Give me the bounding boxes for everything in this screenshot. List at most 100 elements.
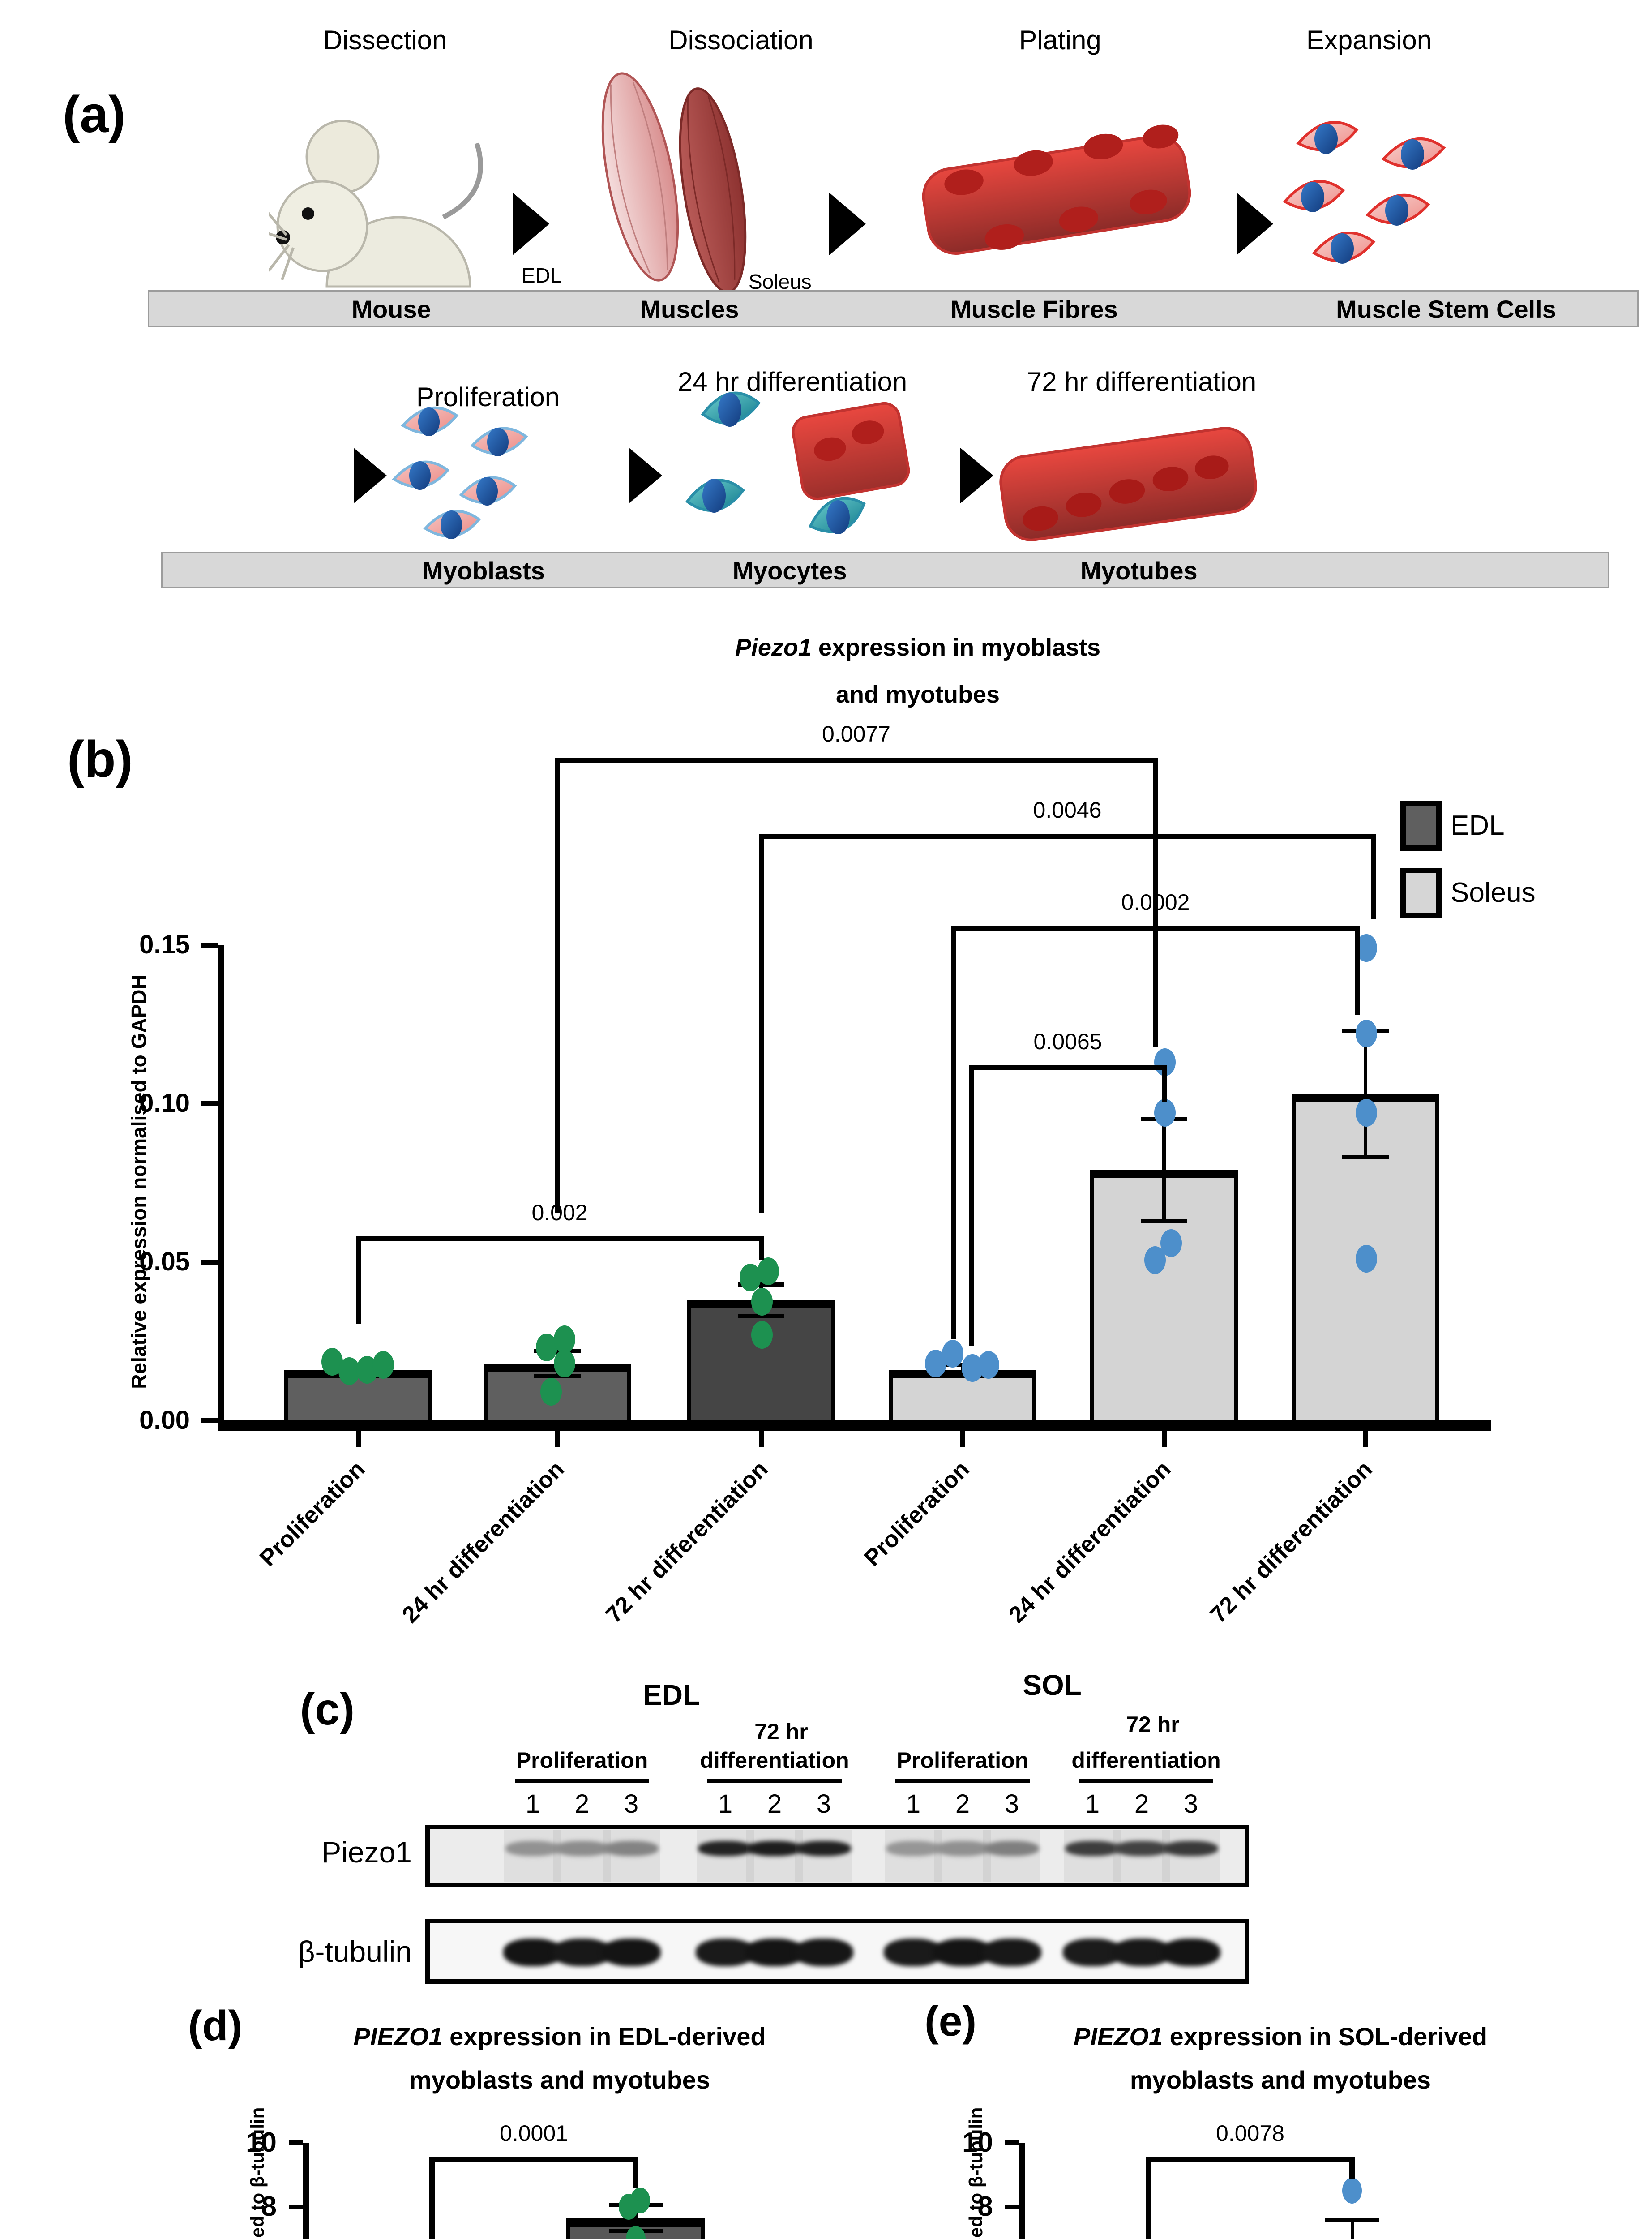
band-label-myocytes: Myocytes	[732, 557, 847, 585]
blot-band	[1065, 1841, 1120, 1856]
blot-condition-differentiation: differentiation	[1071, 1748, 1221, 1773]
chart-b-title-italic: Piezo1	[735, 634, 812, 661]
significance-bracket	[429, 2157, 638, 2163]
chart-e-title-italic: PIEZO1	[1073, 2022, 1163, 2050]
lane-number: 2	[955, 1789, 970, 1819]
blot-group-underline	[515, 1779, 649, 1783]
x-tick	[758, 1431, 764, 1447]
lane-smear	[1064, 1830, 1121, 1882]
p-value-label: 0.0065	[1033, 1029, 1102, 1055]
soleus-muscle-label: Soleus	[749, 270, 812, 293]
y-tick	[289, 2140, 303, 2145]
data-point	[554, 1325, 575, 1354]
y-tick-label: 0.05	[139, 1247, 190, 1277]
blot-band	[796, 1841, 851, 1856]
data-point	[751, 1287, 773, 1316]
arrow-right-icon	[513, 193, 549, 255]
lane-number: 3	[1183, 1789, 1198, 1819]
error-bar	[1350, 2219, 1354, 2239]
panel-d-label: (d)	[188, 2002, 243, 2050]
blot-group-header-sol: SOL	[1023, 1669, 1082, 1701]
x-category-label: Proliferation	[254, 1456, 370, 1572]
stage-title-24hr-differentiation: 24 hr differentiation	[677, 367, 907, 397]
blot-condition-differentiation: differentiation	[700, 1748, 849, 1773]
error-bar-cap	[1342, 1155, 1389, 1160]
x-tick	[1161, 1431, 1167, 1447]
x-category-label: 72 hr differentiation	[1205, 1456, 1378, 1628]
blot-group-underline	[707, 1779, 842, 1783]
chart-d-title-italic: PIEZO1	[353, 2022, 443, 2050]
data-point	[751, 1321, 773, 1349]
y-axis	[1019, 2143, 1025, 2239]
data-point	[942, 1340, 963, 1368]
bracket-leg	[355, 1236, 361, 1324]
p-value-label: 0.0078	[1216, 2121, 1284, 2146]
y-tick	[201, 1259, 218, 1265]
blot-group-underline	[895, 1779, 1030, 1783]
blot-band	[602, 1939, 661, 1966]
legend-label-soleus: Soleus	[1451, 877, 1536, 908]
error-bar-cap	[1325, 2218, 1379, 2222]
myotubes-icon	[999, 427, 1257, 541]
panel-a-label: (a)	[63, 86, 126, 143]
blot-band	[604, 1841, 659, 1856]
chart-b-title-line2: and myotubes	[835, 681, 1000, 708]
band-label-muscle-fibres: Muscle Fibres	[950, 295, 1118, 323]
error-bar-cap	[738, 1314, 784, 1318]
chart-b-title: Piezo1 expression in myoblasts	[560, 623, 1276, 672]
blot-band	[698, 1841, 753, 1856]
lane-number: 3	[624, 1789, 639, 1819]
chart-e-title-line2: myoblasts and myotubes	[1130, 2066, 1431, 2094]
legend-swatch	[1400, 868, 1442, 918]
data-point	[978, 1351, 999, 1379]
stage-title-dissection: Dissection	[323, 25, 447, 55]
bracket-leg	[969, 1065, 974, 1346]
lane-smear	[983, 1830, 1040, 1882]
x-tick	[355, 1431, 361, 1447]
piezo1-blot-box	[425, 1825, 1249, 1887]
blot-row-label-piezo1: Piezo1	[321, 1836, 412, 1869]
lane-number: 3	[816, 1789, 831, 1819]
x-category-label: 72 hr differentiation	[601, 1456, 773, 1628]
bracket-leg	[1349, 2157, 1355, 2180]
legend-swatch	[1400, 801, 1442, 851]
blot-band	[1114, 1841, 1169, 1856]
y-tick-label: 8	[977, 2191, 993, 2222]
chart-b-y-axis-label: Relative expression normalised to GAPDH	[127, 974, 150, 1389]
y-tick	[201, 1418, 218, 1423]
lane-smear	[504, 1830, 561, 1882]
significance-bracket	[555, 758, 1158, 763]
chart-e-title: PIEZO1 expression in SOL-derived	[936, 2014, 1625, 2059]
bracket-leg	[1355, 926, 1360, 1015]
edl-muscle-label: EDL	[522, 264, 562, 287]
p-value-label: 0.0046	[1033, 798, 1102, 823]
data-point	[1356, 1244, 1377, 1273]
lane-smear	[885, 1830, 942, 1882]
lane-smear	[553, 1830, 611, 1882]
x-category-label: 24 hr differentiation	[397, 1456, 569, 1628]
band-label-muscle-stem-cells: Muscle Stem Cells	[1336, 295, 1556, 323]
data-point	[1342, 2178, 1362, 2204]
x-tick	[555, 1431, 560, 1447]
panel-b-label: (b)	[67, 731, 133, 788]
bracket-leg	[555, 758, 560, 1213]
stage-band-row1	[148, 290, 1639, 327]
data-point	[619, 2194, 638, 2220]
bracket-leg	[1152, 758, 1158, 1047]
band-label-myotubes: Myotubes	[1080, 557, 1198, 585]
error-bar	[1162, 1119, 1166, 1221]
error-bar-cap	[738, 1282, 784, 1287]
significance-bracket	[758, 834, 1376, 839]
bracket-leg	[951, 926, 956, 1340]
blot-band	[935, 1841, 990, 1856]
blot-band	[1161, 1939, 1220, 1966]
lane-number: 2	[574, 1789, 590, 1819]
error-bar-cap	[1141, 1218, 1187, 1223]
lane-number: 1	[1085, 1789, 1100, 1819]
stage-title-expansion: Expansion	[1306, 25, 1432, 55]
band-label-muscles: Muscles	[640, 295, 739, 323]
lane-smear	[1113, 1830, 1170, 1882]
lane-smear	[934, 1830, 991, 1882]
blot-band	[794, 1939, 853, 1966]
